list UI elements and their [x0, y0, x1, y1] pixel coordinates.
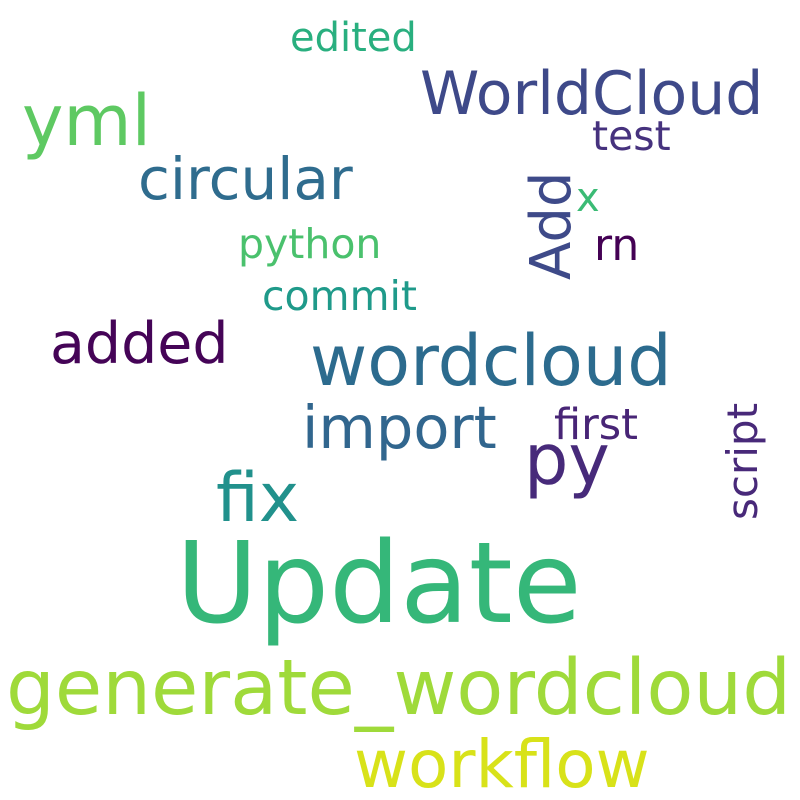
- word-generate-wordcloud: generate_wordcloud: [6, 644, 792, 733]
- word-test: test: [592, 112, 671, 160]
- word-yml: yml: [22, 80, 152, 162]
- word-add: Add: [519, 171, 584, 280]
- word-first: first: [554, 400, 639, 450]
- word-import: import: [302, 393, 497, 462]
- word-x: x: [576, 175, 600, 221]
- word-rn: rn: [594, 220, 640, 271]
- word-workflow: workflow: [354, 726, 650, 800]
- word-python: python: [238, 220, 382, 268]
- word-fix: fix: [216, 459, 300, 538]
- word-py: py: [524, 419, 610, 501]
- word-commit: commit: [262, 272, 417, 320]
- word-added: added: [50, 311, 229, 377]
- word-edited: edited: [290, 15, 417, 61]
- word-wordcloud: wordcloud: [310, 320, 672, 402]
- word-script: script: [718, 402, 767, 520]
- word-circular: circular: [138, 145, 353, 213]
- word-worldcloud: WorldCloud: [420, 59, 764, 129]
- word-update: Update: [176, 519, 582, 649]
